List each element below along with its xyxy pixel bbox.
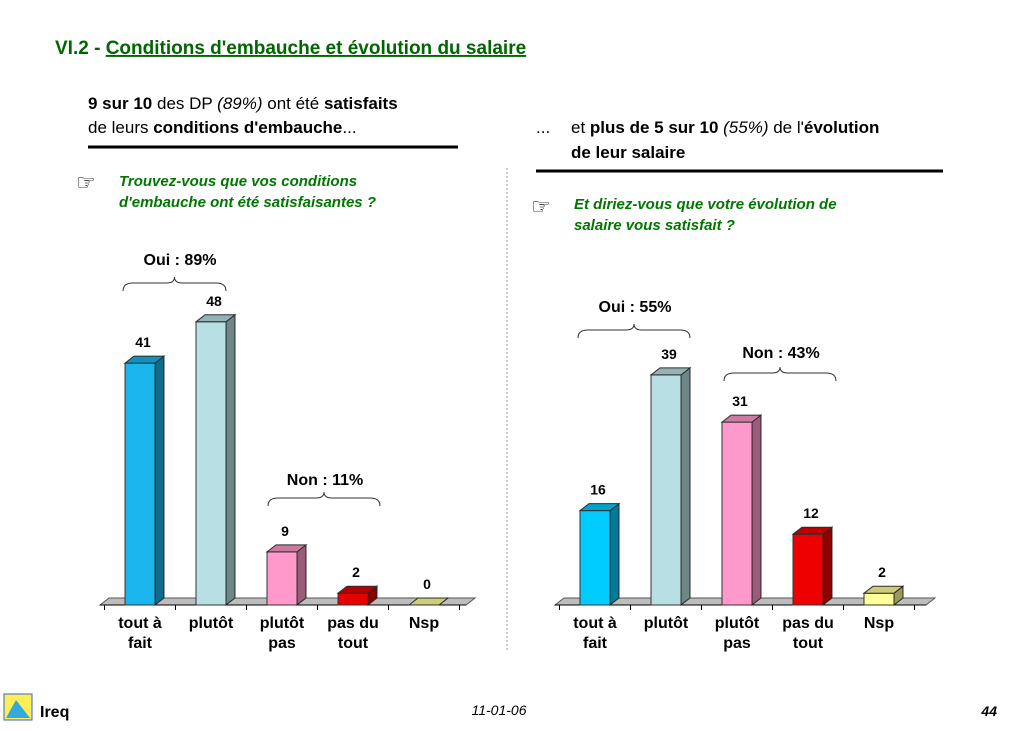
annotation: Oui : 89% — [144, 252, 217, 269]
hand-icon: ☞ — [531, 194, 551, 219]
bar-top-shade — [409, 598, 448, 605]
logo — [6, 700, 30, 718]
bar — [266, 551, 298, 606]
bar-top-shade — [338, 586, 377, 594]
bar-top-shade — [722, 415, 761, 423]
h: 9 sur 10 — [88, 94, 152, 113]
bar — [792, 533, 824, 606]
question: Et diriez-vous que votre évolution de — [574, 196, 837, 213]
bar — [863, 592, 895, 606]
right-heading: et plus de 5 sur 10 (55%) de l'évolution — [571, 118, 879, 137]
value-label: 48 — [206, 293, 222, 309]
bar-side-shade — [681, 367, 690, 605]
bar-top-shade — [580, 503, 619, 511]
value-label: 0 — [423, 576, 431, 592]
h: (89%) — [217, 94, 262, 113]
x-tick-label: plutôt — [188, 615, 234, 632]
bar-side-shade — [226, 314, 235, 605]
bar — [579, 510, 611, 606]
h: de leurs — [88, 118, 153, 137]
bar-top — [720, 414, 763, 423]
bar-top-shade — [196, 314, 235, 322]
brace — [122, 276, 227, 292]
x-tick-label: tout à fait — [118, 615, 162, 652]
h: conditions d'embauche — [153, 118, 342, 137]
x-tick-label: pas du tout — [782, 615, 834, 652]
bar-top-shade — [864, 586, 903, 594]
x-tick-label: Nsp — [863, 615, 895, 632]
value-label: 16 — [590, 482, 606, 498]
h: plus de 5 sur 10 — [590, 118, 719, 137]
x-tick-label: plutôt pas — [714, 615, 760, 652]
bar-top — [649, 367, 692, 376]
bar-side-shade — [155, 356, 164, 605]
bar — [650, 374, 682, 606]
footer-page: 44 — [980, 703, 997, 719]
annotation: Non : 11% — [287, 472, 363, 489]
question: Trouvez-vous que vos conditions — [119, 173, 357, 190]
bar-side-shade — [894, 586, 903, 605]
h: de l' — [773, 118, 804, 137]
brace — [577, 323, 691, 339]
value-label: 2 — [352, 564, 360, 580]
bar — [195, 321, 227, 606]
title: VI.2 - Conditions d'embauche et évolutio… — [55, 38, 526, 59]
x-tick-label: plutôt pas — [259, 615, 305, 652]
h: et — [571, 118, 590, 137]
value-label: 9 — [281, 523, 289, 539]
value-label: 2 — [878, 564, 886, 580]
bar — [337, 592, 369, 606]
left-heading: de leurs conditions d'embauche... — [88, 118, 357, 137]
bar — [124, 362, 156, 606]
right-dots: ... — [536, 118, 550, 137]
bar-top-shade — [651, 367, 690, 375]
annotation: Oui : 55% — [599, 299, 672, 316]
brace — [267, 491, 381, 507]
bar-side-shade — [610, 503, 619, 605]
annotation: Non : 43% — [742, 345, 819, 362]
right-heading: de leur salaire — [571, 143, 685, 162]
bar-top — [407, 597, 450, 606]
bar-top — [265, 544, 308, 553]
bar-top — [578, 503, 621, 512]
left-heading: 9 sur 10 des DP (89%) ont été satisfaits — [88, 94, 398, 113]
value-label: 41 — [135, 334, 151, 350]
h: satisfaits — [324, 94, 398, 113]
bar-top-shade — [125, 356, 164, 364]
bar-side-shade — [297, 544, 306, 605]
h: ... — [342, 118, 356, 137]
value-label: 31 — [732, 393, 748, 409]
title-text: Conditions d'embauche et évolution du sa… — [106, 38, 526, 59]
value-label: 12 — [803, 505, 819, 521]
h: évolution — [804, 118, 880, 137]
h: ont été — [263, 94, 324, 113]
bar-top — [123, 355, 166, 364]
footer-date: 11-01-06 — [471, 702, 526, 718]
x-tick-label: tout à fait — [573, 615, 617, 652]
question: salaire vous satisfait ? — [574, 217, 735, 234]
bar — [721, 421, 753, 606]
brace — [723, 366, 837, 382]
title-prefix: VI.2 - — [55, 38, 106, 59]
bar-side-shade — [752, 415, 761, 605]
h: des DP — [152, 94, 217, 113]
bar-top — [194, 314, 237, 323]
x-tick-label: plutôt — [643, 615, 689, 632]
bar-top — [862, 585, 905, 594]
value-label: 39 — [661, 346, 677, 362]
footer-org: Ireq — [40, 704, 69, 721]
x-tick-label: pas du tout — [327, 615, 379, 652]
question: d'embauche ont été satisfaisantes ? — [119, 194, 376, 211]
bar-side-shade — [823, 527, 832, 605]
hand-icon: ☞ — [76, 170, 96, 195]
h: (55%) — [718, 118, 773, 137]
bar-top-shade — [793, 527, 832, 535]
x-tick-label: Nsp — [408, 615, 440, 632]
bar-side-shade — [368, 586, 377, 605]
bar-top — [336, 585, 379, 594]
bar-top-shade — [267, 544, 306, 552]
bar-top — [791, 526, 834, 535]
